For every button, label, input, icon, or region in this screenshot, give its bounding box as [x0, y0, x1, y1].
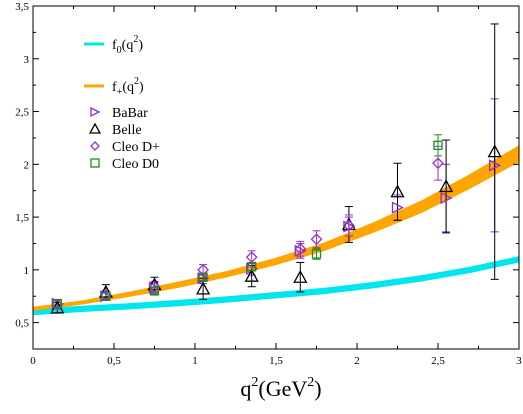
cleo-d--point [197, 263, 210, 276]
babar-point [391, 201, 404, 214]
cleo-d0-point [198, 272, 208, 282]
legend-label-belle: Belle [112, 123, 142, 138]
cleo-d--point [294, 242, 307, 255]
belle-point [293, 269, 308, 283]
belle-point [98, 284, 113, 298]
legend-label-babar: BaBar [112, 106, 148, 121]
ticks-layer: 0 0,5 1 1,5 2 2,5 3 0,5 1 1,5 2 2,5 3 3,5 [15, 1, 522, 367]
legend-label-fplus: f+(q2) [112, 76, 144, 98]
x-tick-label: 3 [516, 355, 522, 367]
x-tick-label: 1 [192, 355, 198, 367]
legend-marker-babar [90, 106, 101, 118]
cleo-d0-point [101, 291, 111, 301]
x-tick-label: 1,5 [269, 355, 283, 367]
belle-point [390, 184, 405, 198]
cleo-d--point [342, 219, 355, 232]
legend-label-f0: f0(q2) [112, 34, 143, 56]
x-tick-label: 2,5 [431, 355, 445, 367]
y-tick-label: 1 [24, 265, 30, 277]
belle-point [439, 179, 454, 193]
y-tick-label: 3,5 [15, 1, 29, 13]
cleo-d--point [148, 280, 161, 293]
y-tick-label: 2,5 [15, 107, 29, 119]
x-tick-label: 0,5 [107, 355, 121, 367]
cleo-d0-point [311, 249, 322, 259]
cleo-d0-point [433, 140, 443, 150]
x-tick-label: 0 [30, 355, 36, 367]
legend-label-cleo-d-: Cleo D+ [112, 140, 160, 155]
cleo-d--point [310, 233, 323, 246]
belle-point [487, 144, 502, 158]
legend-marker-cleo-d- [90, 141, 100, 151]
markers-layer [50, 140, 502, 314]
cleo-d0-point [52, 298, 62, 309]
cleo-d0-point [247, 262, 257, 272]
cleo-d--point [432, 157, 444, 170]
x-axis-label: q2(GeV2) [240, 375, 321, 401]
x-tick-label: 2 [354, 355, 360, 367]
legend-marker-cleo-d0 [90, 158, 100, 168]
cleo-d0-point [149, 286, 160, 296]
legend-marker-belle [88, 122, 102, 134]
bands-layer [33, 145, 519, 316]
legend: f0(q2) f+(q2) BaBar Belle Cleo D+ Cleo D0 [84, 34, 160, 172]
legend-label-cleo-d0: Cleo D0 [112, 157, 159, 172]
babar-point [440, 192, 453, 205]
babar-point [489, 159, 502, 172]
y-tick-label: 0,5 [15, 318, 29, 330]
band-f0 [33, 256, 519, 316]
belle-point [196, 281, 211, 295]
y-tick-label: 1,5 [15, 212, 29, 224]
y-tick-label: 3 [24, 54, 30, 66]
y-tick-label: 2 [24, 159, 30, 171]
cleo-d--point [51, 298, 64, 311]
belle-point [244, 268, 259, 282]
